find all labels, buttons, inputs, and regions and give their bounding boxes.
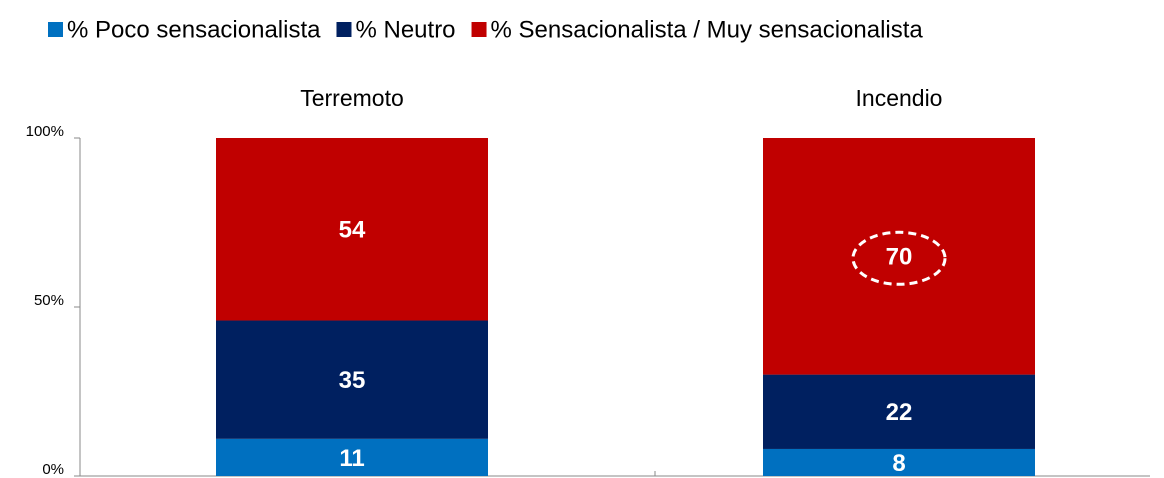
y-tick-label: 100% [26, 123, 64, 140]
y-tick-label: 0% [42, 461, 64, 478]
bar-segment [763, 138, 1035, 375]
legend-swatch [471, 22, 487, 37]
data-label: 22 [886, 399, 913, 426]
bar-segment [216, 138, 488, 321]
legend-swatch [336, 22, 352, 37]
category-label: Terremoto [300, 85, 404, 111]
data-label: 35 [339, 367, 366, 394]
data-label: 8 [892, 450, 905, 477]
legend-label: % Poco sensacionalista [67, 16, 321, 43]
bar-segment [216, 438, 488, 476]
y-tick-label: 50% [34, 292, 64, 309]
bar-segment [216, 320, 488, 439]
data-label: 11 [339, 445, 364, 472]
data-label: 54 [339, 217, 366, 244]
legend-label: % Sensacionalista / Muy sensacionalista [491, 16, 924, 43]
bar-segment [763, 448, 1035, 476]
category-label: Incendio [856, 85, 943, 111]
legend-label: % Neutro [355, 16, 455, 43]
bar-segment [763, 374, 1035, 449]
legend-swatch [48, 22, 63, 37]
data-label: 70 [886, 244, 913, 271]
highlight-ellipse [851, 230, 947, 286]
